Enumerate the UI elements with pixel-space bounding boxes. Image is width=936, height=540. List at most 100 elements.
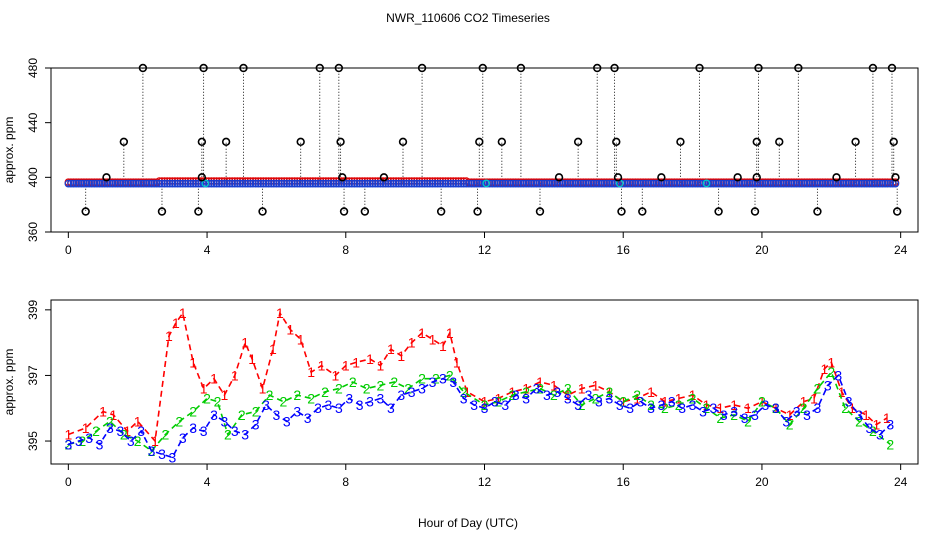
series-1-marker: 1: [307, 364, 315, 380]
blue-series-point: [433, 179, 442, 188]
blue-series-point: [868, 179, 876, 188]
blue-series-point: [665, 179, 674, 188]
series-2-marker: 2: [800, 400, 808, 416]
series-1-marker: 1: [453, 354, 461, 370]
blue-series-point: [602, 179, 611, 188]
series-1-marker: 1: [564, 387, 572, 403]
blue-series-point: [522, 179, 530, 188]
blue-series-point: [584, 179, 593, 188]
blue-series-point: [800, 179, 809, 188]
blue-series-point: [308, 179, 317, 188]
outlier-point: [889, 137, 898, 147]
outlier-point: [891, 173, 900, 182]
series-2-marker: 2: [730, 407, 738, 423]
series-1-marker: 1: [522, 381, 530, 397]
blue-series-point: [631, 179, 640, 188]
blue-series-point: [873, 179, 882, 188]
series-3-marker: 3: [637, 394, 645, 410]
blue-series-point: [855, 179, 863, 188]
blue-series-point: [628, 179, 637, 188]
blue-series-point: [225, 179, 234, 188]
series-2-marker: 2: [494, 394, 502, 410]
blue-series-point: [181, 179, 190, 188]
blue-series-point: [465, 179, 473, 188]
series-3-marker: 3: [772, 400, 780, 416]
blue-series-point: [626, 179, 635, 188]
outlier-point: [887, 63, 897, 73]
series-1-marker: 1: [408, 335, 416, 351]
blue-series-point: [548, 179, 556, 188]
blue-series-point: [293, 179, 302, 188]
series-3-marker: 3: [179, 430, 187, 446]
series-1-marker: 1: [689, 387, 697, 403]
series-1-marker: 1: [786, 407, 794, 423]
blue-series-point: [129, 179, 138, 188]
series-2-marker: 2: [252, 404, 260, 420]
blue-series-point: [236, 179, 244, 188]
series-3-marker: 3: [210, 407, 218, 423]
blue-series-point: [459, 179, 468, 188]
outlier-point: [752, 137, 761, 147]
outlier-point: [892, 207, 902, 216]
series-1-marker: 1: [820, 361, 828, 377]
series-2-marker: 2: [758, 394, 766, 410]
blue-series-point: [876, 179, 884, 188]
series-2-marker: 2: [703, 400, 711, 416]
series-2-marker: 2: [418, 371, 426, 387]
series-2-marker: 2: [605, 384, 613, 400]
series-1-marker: 1: [703, 397, 711, 413]
blue-series-point: [106, 179, 114, 188]
series-3-marker: 3: [543, 387, 551, 403]
series-3-marker: 3: [762, 397, 770, 413]
series-1-marker: 1: [862, 407, 870, 423]
series-3-marker: 3: [429, 374, 437, 390]
series-1-marker: 1: [744, 400, 752, 416]
series-1-marker: 1: [848, 400, 856, 416]
series-2-marker: 2: [92, 423, 100, 439]
blue-series-point: [470, 179, 478, 188]
blue-series-point: [727, 179, 736, 188]
series-3-marker: 3: [751, 407, 759, 423]
blue-series-point: [446, 179, 455, 188]
series-2-marker: 2: [619, 394, 627, 410]
series-1-marker: 1: [331, 367, 339, 383]
series-1-marker: 1: [418, 325, 426, 341]
series-3-marker: 3: [252, 417, 260, 433]
blue-series-point: [545, 179, 554, 188]
outlier-point: [315, 63, 324, 73]
blue-series-point: [582, 179, 590, 188]
blue-series-point: [670, 179, 679, 188]
series-1-marker: 1: [123, 423, 131, 439]
blue-series-point: [571, 179, 580, 188]
cyan-series-point: [702, 179, 711, 188]
outlier-point: [239, 63, 248, 73]
blue-series-point: [69, 179, 78, 188]
blue-series-point: [748, 179, 757, 188]
series-3-marker: 3: [668, 394, 676, 410]
y-tick-label: 400: [26, 167, 40, 187]
series-3-marker: 3: [293, 404, 301, 420]
series-3-marker: 3: [200, 423, 208, 439]
series-3-marker: 3: [273, 407, 281, 423]
blue-series-point: [636, 179, 645, 188]
series-3-marker: 3: [803, 407, 811, 423]
blue-series-point: [589, 179, 598, 188]
outlier-point: [617, 207, 626, 216]
series-1-marker: 1: [297, 331, 305, 347]
cyan-series-point: [201, 179, 210, 188]
blue-series-point: [384, 179, 393, 188]
blue-series-point: [64, 179, 73, 188]
blue-series-point: [329, 179, 338, 188]
series-1-marker: 1: [439, 338, 447, 354]
blue-series-point: [618, 179, 627, 188]
series-3-marker: 3: [709, 400, 717, 416]
y-tick-label: 399: [26, 300, 40, 320]
series-3-marker: 3: [221, 413, 229, 429]
series-1-marker: 1: [578, 381, 586, 397]
blue-series-point: [108, 179, 117, 188]
blue-series-point: [145, 179, 153, 188]
blue-series-point: [693, 179, 702, 188]
blue-series-point: [688, 179, 697, 188]
blue-series-point: [454, 179, 463, 188]
